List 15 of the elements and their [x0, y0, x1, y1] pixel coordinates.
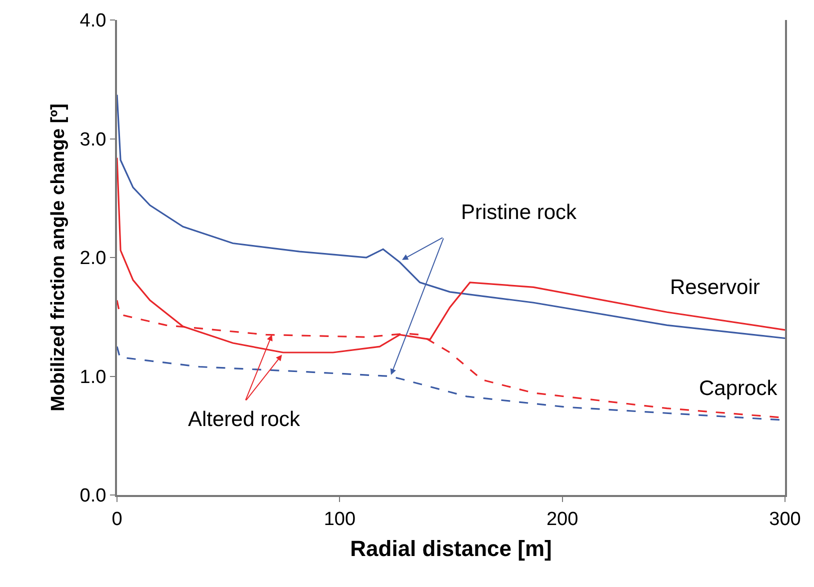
x-tick-label: 200: [546, 508, 578, 530]
y-tick-label: 2.0: [80, 248, 106, 270]
y-tick-label: 0.0: [80, 486, 106, 507]
y-tick-label: 3.0: [80, 129, 106, 150]
x-tick-label: 300: [769, 508, 801, 530]
annotation: Altered rock: [188, 408, 301, 431]
annotation: Reservoir: [670, 276, 760, 299]
annotation: Caprock: [699, 377, 778, 400]
y-axis-title: Mobilized friction angle change [º]: [48, 104, 70, 412]
x-axis-title: Radial distance [m]: [350, 536, 552, 562]
x-tick-label: 0: [112, 508, 122, 530]
y-tick-label: 1.0: [80, 366, 106, 388]
x-tick-label: 100: [324, 508, 356, 530]
annotation: Pristine rock: [461, 201, 578, 224]
y-tick-label: 4.0: [80, 10, 106, 32]
